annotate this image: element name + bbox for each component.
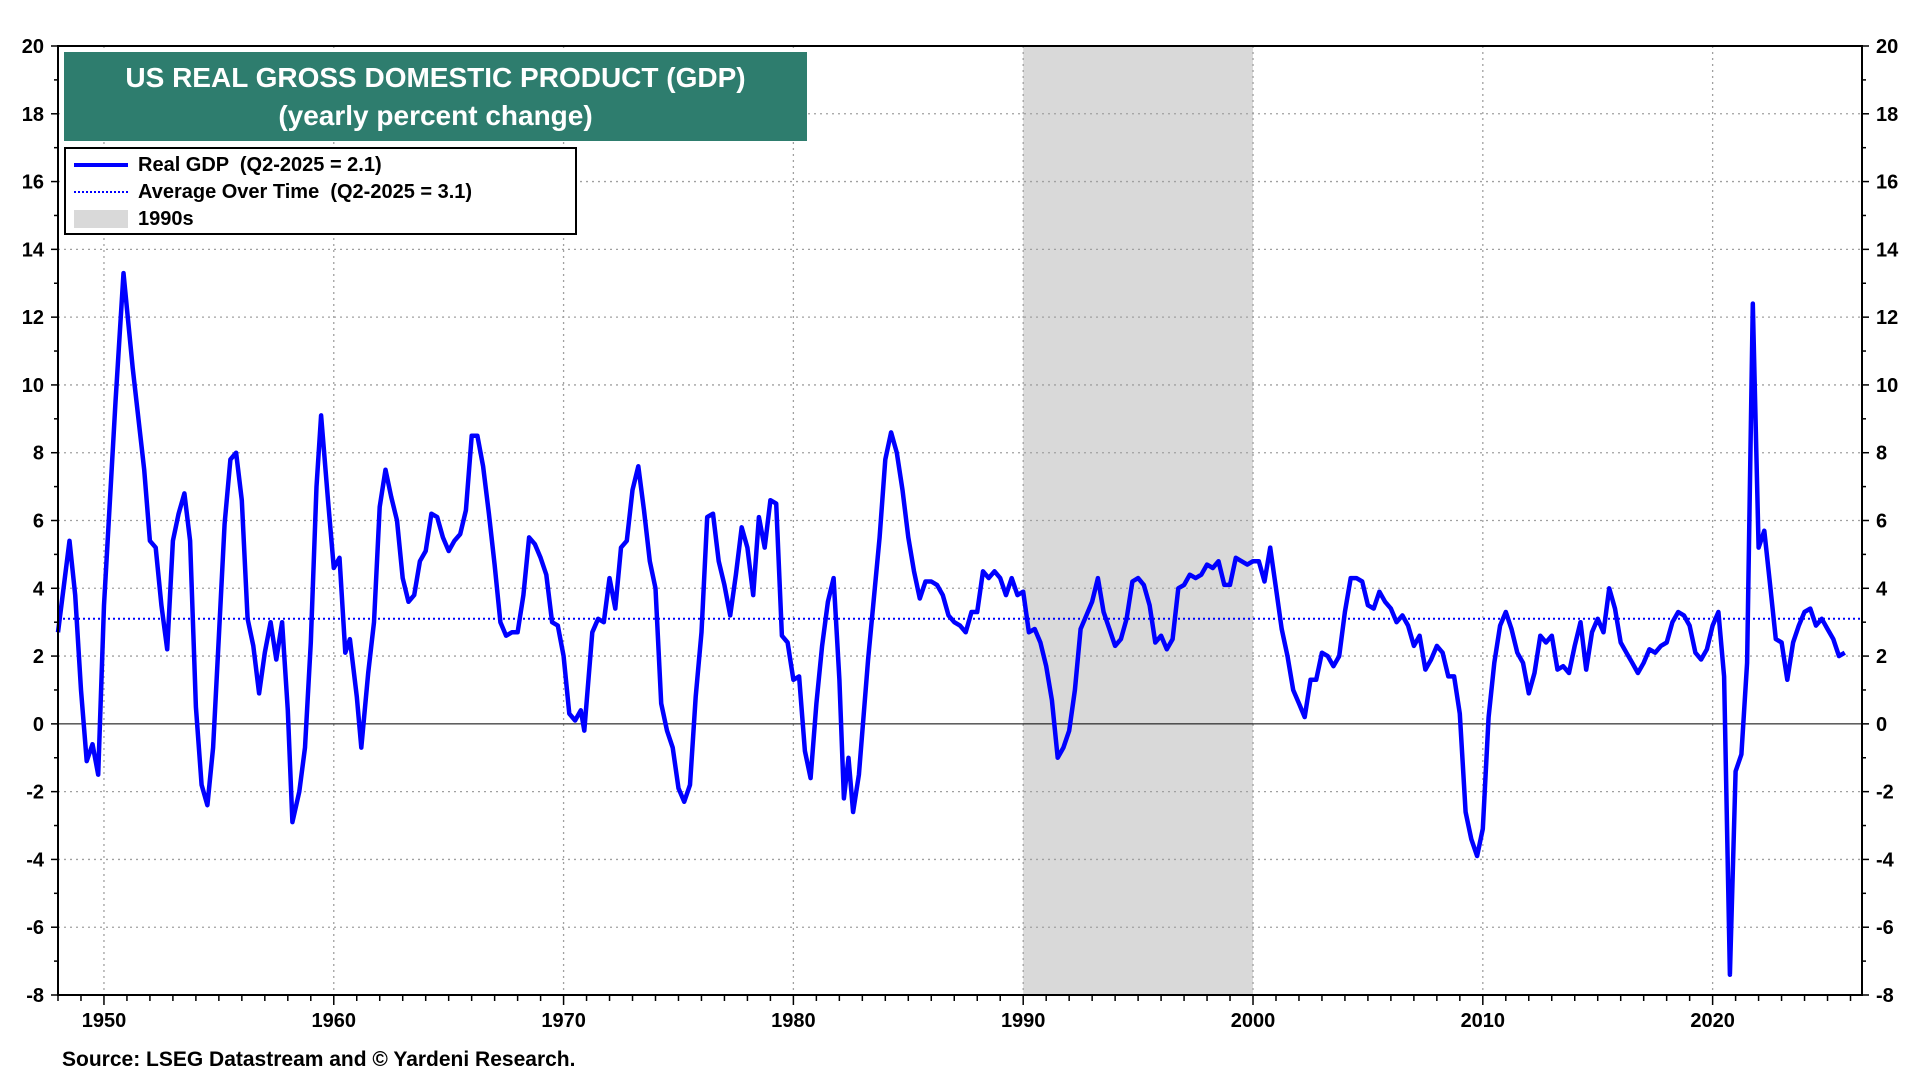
x-tick-label: 1950 — [82, 1010, 127, 1032]
y-tick-label-left: 14 — [22, 239, 45, 261]
y-tick-label-right: -6 — [1876, 917, 1894, 939]
y-tick-label-left: 10 — [22, 375, 44, 397]
y-tick-label-right: 0 — [1876, 714, 1887, 736]
y-tick-label-right: 4 — [1876, 578, 1888, 600]
x-tick-label: 1990 — [1001, 1010, 1046, 1032]
legend-swatch-solid — [74, 163, 128, 167]
x-tick-label: 2020 — [1690, 1010, 1735, 1032]
y-tick-label-left: 0 — [33, 714, 44, 736]
legend-item-average: Average Over Time (Q2-2025 = 3.1) — [74, 180, 472, 204]
y-tick-label-left: 8 — [33, 443, 44, 465]
y-tick-label-left: -4 — [26, 849, 45, 871]
legend-label-real-gdp: Real GDP (Q2-2025 = 2.1) — [138, 153, 382, 176]
y-tick-label-left: 12 — [22, 307, 44, 329]
y-tick-label-right: 14 — [1876, 239, 1899, 261]
y-tick-label-left: -6 — [26, 917, 44, 939]
legend: Real GDP (Q2-2025 = 2.1) Average Over Ti… — [64, 147, 577, 235]
y-tick-label-right: -2 — [1876, 782, 1894, 804]
y-tick-label-right: 10 — [1876, 375, 1898, 397]
chart-title: US REAL GROSS DOMESTIC PRODUCT (GDP) — [125, 62, 746, 93]
legend-item-real-gdp: Real GDP (Q2-2025 = 2.1) — [74, 153, 382, 177]
x-tick-label: 1970 — [541, 1010, 586, 1032]
y-tick-label-right: -8 — [1876, 985, 1894, 1007]
axis-tick-labels: -8 -8 -6 -6 -4 -4 -2 -2 0 0 2 2 4 4 6 6 8 8 10 10 12 12 14 14 16… — [22, 36, 1899, 1032]
axis-ticks — [51, 45, 1869, 1005]
source-note: Source: LSEG Datastream and © Yardeni Re… — [62, 1048, 576, 1071]
y-tick-label-left: -8 — [26, 985, 44, 1007]
y-tick-label-right: 16 — [1876, 172, 1898, 194]
y-tick-label-left: 4 — [33, 578, 45, 600]
legend-label-average: Average Over Time (Q2-2025 = 3.1) — [138, 180, 473, 203]
y-tick-label-right: 6 — [1876, 511, 1887, 533]
x-tick-label: 2000 — [1231, 1010, 1276, 1032]
x-tick-label: 1960 — [312, 1010, 357, 1032]
y-tick-label-right: 20 — [1876, 36, 1898, 58]
series-line-real-gdp — [55, 270, 1846, 977]
y-tick-label-left: 20 — [22, 36, 44, 58]
y-tick-label-right: 8 — [1876, 443, 1887, 465]
chart-title-box: US REAL GROSS DOMESTIC PRODUCT (GDP) (ye… — [64, 52, 807, 141]
y-tick-label-left: -2 — [26, 782, 44, 804]
y-tick-label-left: 18 — [22, 104, 44, 126]
y-tick-label-left: 16 — [22, 172, 44, 194]
y-tick-label-left: 2 — [33, 646, 44, 668]
legend-label-1990s: 1990s — [138, 207, 194, 230]
x-tick-label: 2010 — [1461, 1010, 1506, 1032]
x-tick-label: 1980 — [771, 1010, 816, 1032]
y-tick-label-right: 12 — [1876, 307, 1898, 329]
y-tick-label-right: 2 — [1876, 646, 1887, 668]
legend-item-1990s: 1990s — [74, 207, 194, 231]
y-tick-label-right: -4 — [1876, 849, 1895, 871]
legend-swatch-dotted — [74, 191, 128, 193]
legend-swatch-shade — [74, 210, 128, 228]
y-tick-label-right: 18 — [1876, 104, 1898, 126]
chart-subtitle: (yearly percent change) — [278, 100, 593, 131]
y-tick-label-left: 6 — [33, 511, 44, 533]
